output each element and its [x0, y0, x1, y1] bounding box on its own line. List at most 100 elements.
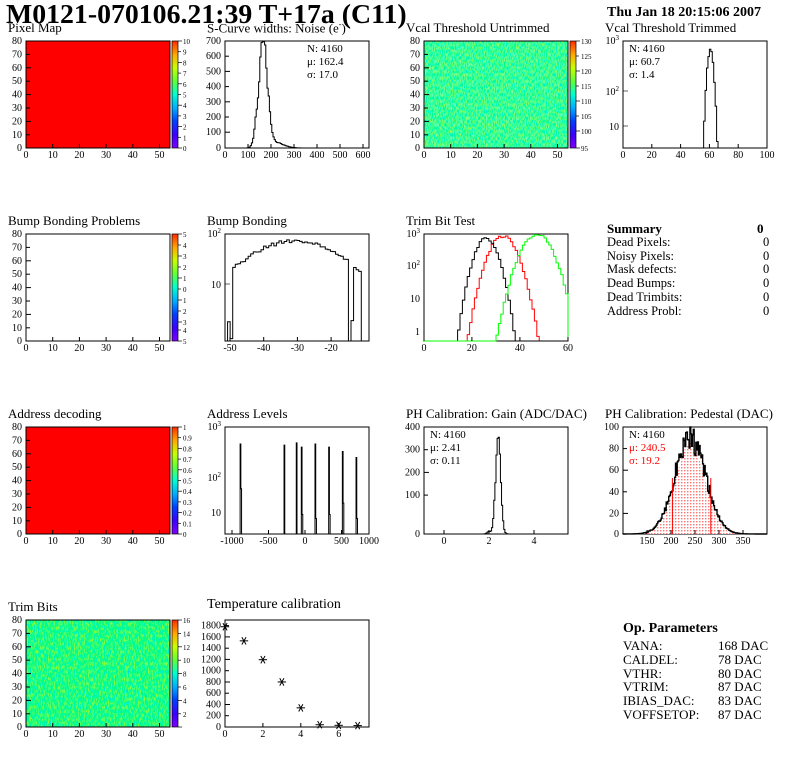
svg-text:40: 40: [12, 90, 22, 101]
svg-text:300: 300: [405, 445, 420, 456]
svg-text:2: 2: [183, 264, 187, 272]
svg-text:80: 80: [410, 36, 420, 47]
svg-text:-20: -20: [324, 343, 337, 354]
svg-text:0.5: 0.5: [183, 478, 192, 486]
svg-text:10: 10: [183, 657, 191, 665]
svg-text:4: 4: [532, 536, 537, 547]
svg-text:30: 30: [12, 103, 22, 114]
svg-text:μ: 60.7: μ: 60.7: [629, 56, 660, 68]
svg-text:95: 95: [581, 145, 589, 153]
svg-text:100: 100: [405, 490, 420, 501]
svg-text:0: 0: [415, 143, 420, 154]
svg-text:2: 2: [487, 536, 492, 547]
svg-text:1400: 1400: [201, 643, 221, 654]
svg-text:60: 60: [12, 642, 22, 653]
svg-text:80: 80: [12, 36, 22, 47]
svg-text:60: 60: [12, 256, 22, 267]
svg-text:800: 800: [206, 677, 221, 688]
svg-text:20: 20: [74, 150, 84, 161]
svg-text:400: 400: [206, 82, 221, 93]
svg-text:0: 0: [303, 536, 308, 547]
svg-text:0.4: 0.4: [183, 488, 192, 496]
svg-text:0.9: 0.9: [183, 435, 192, 443]
svg-text:60: 60: [563, 343, 573, 354]
svg-text:0: 0: [422, 343, 427, 354]
svg-text:0.3: 0.3: [183, 499, 192, 507]
svg-text:200: 200: [664, 536, 679, 547]
svg-text:10: 10: [446, 150, 456, 161]
svg-text:70: 70: [410, 49, 420, 60]
svg-text:50: 50: [155, 343, 165, 354]
svg-text:σ: 1.4: σ: 1.4: [629, 69, 655, 81]
svg-text:20: 20: [12, 695, 22, 706]
svg-text:200: 200: [405, 467, 420, 478]
svg-text:120: 120: [581, 68, 592, 76]
svg-text:110: 110: [581, 98, 592, 106]
svg-text:1000: 1000: [201, 666, 221, 677]
svg-text:1: 1: [183, 424, 187, 432]
svg-text:1: 1: [415, 327, 420, 338]
svg-text:150: 150: [640, 536, 655, 547]
svg-text:20: 20: [12, 502, 22, 513]
svg-text:-50: -50: [223, 343, 236, 354]
svg-text:N: 4160: N: 4160: [430, 429, 466, 441]
svg-text:0.2: 0.2: [183, 510, 192, 518]
svg-text:40: 40: [12, 283, 22, 294]
svg-text:60: 60: [704, 150, 714, 161]
svg-text:5: 5: [183, 231, 187, 239]
svg-text:103: 103: [208, 420, 222, 433]
svg-text:2: 2: [260, 729, 265, 740]
svg-text:50: 50: [155, 536, 165, 547]
svg-text:103: 103: [407, 227, 421, 240]
svg-text:0: 0: [17, 722, 22, 733]
svg-text:130: 130: [581, 38, 592, 46]
svg-text:30: 30: [101, 536, 111, 547]
svg-text:μ: 162.4: μ: 162.4: [307, 56, 344, 68]
svg-text:0: 0: [183, 531, 187, 539]
svg-text:10: 10: [211, 508, 221, 519]
svg-text:500: 500: [334, 536, 349, 547]
svg-text:2: 2: [183, 124, 187, 132]
svg-text:0.6: 0.6: [183, 467, 192, 475]
svg-text:40: 40: [128, 729, 138, 740]
svg-text:20: 20: [12, 309, 22, 320]
svg-text:0: 0: [223, 729, 228, 740]
svg-text:0: 0: [223, 150, 228, 161]
svg-text:115: 115: [581, 83, 592, 91]
svg-text:70: 70: [12, 49, 22, 60]
svg-text:-30: -30: [291, 343, 304, 354]
svg-text:102: 102: [407, 259, 421, 272]
svg-text:10: 10: [12, 516, 22, 527]
svg-text:102: 102: [606, 85, 620, 98]
svg-text:100: 100: [241, 150, 256, 161]
svg-text:0: 0: [17, 529, 22, 540]
svg-text:30: 30: [101, 150, 111, 161]
svg-text:30: 30: [101, 343, 111, 354]
svg-text:102: 102: [208, 471, 222, 484]
svg-text:10: 10: [48, 729, 58, 740]
svg-text:300: 300: [206, 97, 221, 108]
svg-text:20: 20: [12, 116, 22, 127]
svg-text:3: 3: [183, 319, 187, 327]
svg-text:60: 60: [12, 63, 22, 74]
svg-text:200: 200: [206, 112, 221, 123]
svg-text:20: 20: [74, 536, 84, 547]
svg-text:20: 20: [74, 729, 84, 740]
svg-text:0: 0: [422, 150, 427, 161]
svg-text:50: 50: [155, 150, 165, 161]
svg-text:0.7: 0.7: [183, 456, 192, 464]
svg-text:30: 30: [12, 489, 22, 500]
svg-text:70: 70: [12, 242, 22, 253]
svg-text:4: 4: [183, 102, 187, 110]
svg-text:20: 20: [472, 150, 482, 161]
svg-text:350: 350: [736, 536, 751, 547]
svg-text:4: 4: [183, 327, 187, 335]
svg-text:1800: 1800: [201, 621, 221, 632]
svg-text:10: 10: [183, 38, 191, 46]
svg-text:10: 10: [609, 122, 619, 133]
svg-text:30: 30: [101, 729, 111, 740]
svg-text:N: 4160: N: 4160: [307, 43, 343, 55]
svg-text:125: 125: [581, 53, 592, 61]
svg-text:600: 600: [206, 51, 221, 62]
svg-text:-1000: -1000: [220, 536, 243, 547]
